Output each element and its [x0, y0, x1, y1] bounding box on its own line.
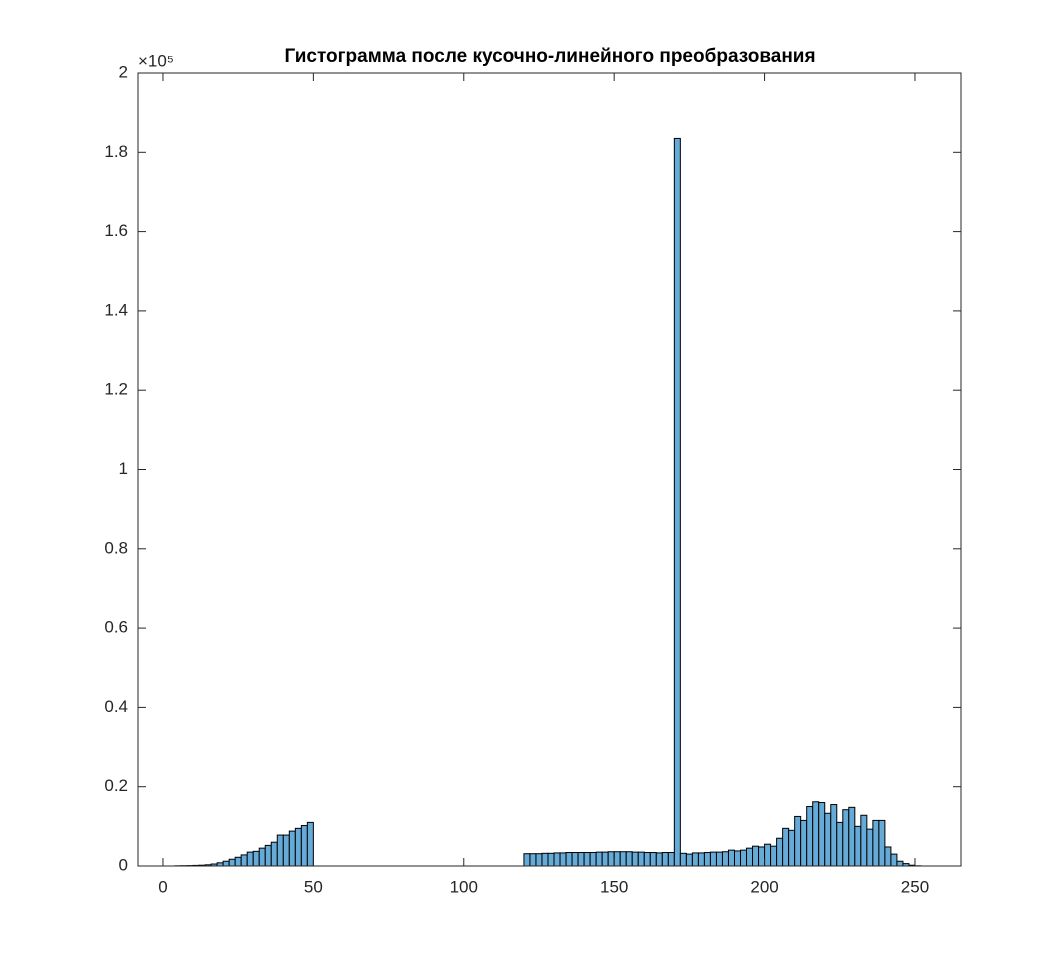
bar — [794, 815, 802, 867]
bar — [583, 852, 591, 867]
bar — [673, 137, 681, 867]
bar — [679, 852, 687, 867]
bar — [252, 850, 260, 867]
bar — [625, 851, 633, 867]
y-tick-label: 0.4 — [104, 697, 128, 716]
bar — [637, 851, 645, 867]
bar — [547, 852, 555, 867]
bar — [770, 845, 778, 867]
y-tick-label: 1.2 — [104, 380, 128, 399]
bar — [691, 852, 699, 867]
x-tick-label: 200 — [750, 877, 778, 896]
bar — [661, 852, 669, 867]
bar — [264, 844, 272, 867]
x-tick-label: 250 — [901, 877, 929, 896]
bar — [553, 852, 561, 867]
bar — [619, 851, 627, 867]
chart-title: Гистограмма после кусочно-линейного прео… — [284, 46, 815, 67]
bar — [788, 829, 796, 867]
bar — [529, 853, 537, 867]
bar — [246, 851, 254, 867]
bar — [258, 847, 266, 867]
bar — [601, 851, 609, 867]
bar — [228, 858, 236, 867]
bar — [643, 852, 651, 867]
bar — [776, 837, 784, 867]
y-tick-label: 1 — [119, 459, 128, 478]
bar — [288, 830, 296, 867]
y-scale-label: ×10⁵ — [138, 51, 174, 70]
x-tick-label: 100 — [450, 877, 478, 896]
bar — [577, 852, 585, 867]
bar — [842, 809, 850, 867]
y-tick-label: 1.6 — [104, 221, 128, 240]
bar — [703, 852, 711, 867]
bar — [727, 849, 735, 867]
bar — [860, 814, 868, 867]
bar — [818, 802, 826, 867]
y-tick-label: 1.4 — [104, 300, 128, 319]
bar — [848, 806, 856, 867]
bar — [697, 852, 705, 867]
bar — [240, 854, 248, 867]
bar — [764, 843, 772, 867]
bar — [565, 852, 573, 867]
bar — [294, 827, 302, 867]
bar — [896, 860, 904, 867]
bar — [836, 821, 844, 867]
bar — [685, 853, 693, 867]
bar — [740, 849, 748, 867]
bar — [866, 828, 874, 867]
bar — [595, 851, 603, 867]
bar — [306, 821, 314, 867]
bar — [715, 851, 723, 867]
bar — [782, 827, 790, 867]
x-tick-label: 150 — [600, 877, 628, 896]
bar — [830, 804, 838, 867]
bar — [812, 801, 820, 867]
bar — [282, 834, 290, 867]
bar — [824, 812, 832, 867]
bar — [276, 834, 284, 867]
bar — [234, 856, 242, 867]
bar — [222, 860, 230, 867]
bar — [758, 846, 766, 867]
bar — [878, 819, 886, 867]
bar — [872, 819, 880, 867]
bar — [752, 845, 760, 867]
bar — [541, 852, 549, 867]
bar — [884, 846, 892, 867]
bar — [270, 841, 278, 867]
bar — [800, 819, 808, 867]
y-tick-label: 0 — [119, 855, 128, 874]
y-tick-label: 2 — [119, 62, 128, 81]
bar — [631, 851, 639, 867]
bar — [854, 825, 862, 867]
bar — [535, 853, 543, 867]
y-tick-label: 0.2 — [104, 776, 128, 795]
bar — [613, 851, 621, 867]
x-tick-label: 50 — [304, 877, 323, 896]
x-tick-label: 0 — [158, 877, 167, 896]
bar — [649, 852, 657, 867]
bar — [806, 806, 814, 867]
bar — [571, 852, 579, 867]
bar — [607, 851, 615, 867]
bar — [746, 847, 754, 867]
bar — [655, 852, 663, 867]
y-tick-label: 1.8 — [104, 142, 128, 161]
bar — [589, 852, 597, 867]
bar — [667, 852, 675, 867]
bar — [709, 851, 717, 867]
bar — [559, 852, 567, 867]
bar — [890, 853, 898, 867]
y-tick-label: 0.6 — [104, 618, 128, 637]
bar — [523, 853, 531, 867]
bar — [721, 851, 729, 867]
bar — [300, 825, 308, 867]
bar — [733, 850, 742, 867]
y-tick-label: 0.8 — [104, 538, 128, 557]
